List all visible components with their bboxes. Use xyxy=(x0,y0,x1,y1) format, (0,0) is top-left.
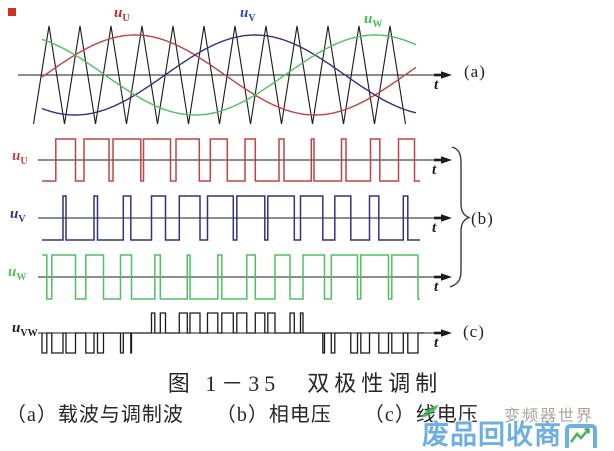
label-uVW-side: uVW xyxy=(12,320,38,339)
pwm-wave-uV xyxy=(42,195,420,241)
label-uU-top: uU xyxy=(114,5,130,24)
line-voltage-panel-axis-arrow xyxy=(441,329,452,337)
carrier-panel-axis-arrow xyxy=(441,71,452,79)
watermark: 废品回收商 xyxy=(422,422,598,449)
pwm-panel-uV-axis-arrow xyxy=(441,214,452,222)
sine-wave-uV xyxy=(41,34,417,116)
panel-tag-c: (c) xyxy=(463,322,485,341)
axis-t-label-uV: t xyxy=(432,220,437,236)
red-corner-marker xyxy=(8,8,16,16)
watermark-leaf-icon xyxy=(421,405,439,419)
axis-t-label-uU: t xyxy=(432,162,437,178)
label-uV-side: uV xyxy=(10,206,26,225)
axis-t-label-a: t xyxy=(434,77,439,93)
label-uU-side: uU xyxy=(12,148,28,167)
sine-wave-uW xyxy=(41,34,417,116)
figure-subcaption: （a）载波与调制波 （b）相电压 （c）线电压 xyxy=(6,404,479,426)
sine-wave-uU xyxy=(41,34,417,116)
line-voltage-wave xyxy=(41,312,424,354)
axis-t-label-uW: t xyxy=(434,279,439,295)
carrier-wave xyxy=(32,25,407,125)
brace-b xyxy=(449,146,471,288)
pwm-panel-uU-axis-arrow xyxy=(441,156,452,164)
watermark-logo-icon xyxy=(565,424,597,448)
label-uW-top: uW xyxy=(364,11,383,30)
panel-tag-b: (b) xyxy=(471,209,494,228)
label-uW-side: uW xyxy=(8,264,27,283)
pwm-wave-uW xyxy=(42,254,420,300)
pwm-wave-uU xyxy=(42,138,420,182)
axis-t-label-uVW: t xyxy=(434,335,439,351)
figure-caption: 图 1－35 双极性调制 xyxy=(167,371,443,396)
label-uV-top: uV xyxy=(240,5,256,24)
watermark-small-text: 变频器世界 xyxy=(504,408,595,425)
pwm-panel-uW-axis-arrow xyxy=(441,273,452,281)
panel-tag-a: (a) xyxy=(464,62,486,81)
watermark-big-text: 废品回收商 xyxy=(422,420,562,450)
